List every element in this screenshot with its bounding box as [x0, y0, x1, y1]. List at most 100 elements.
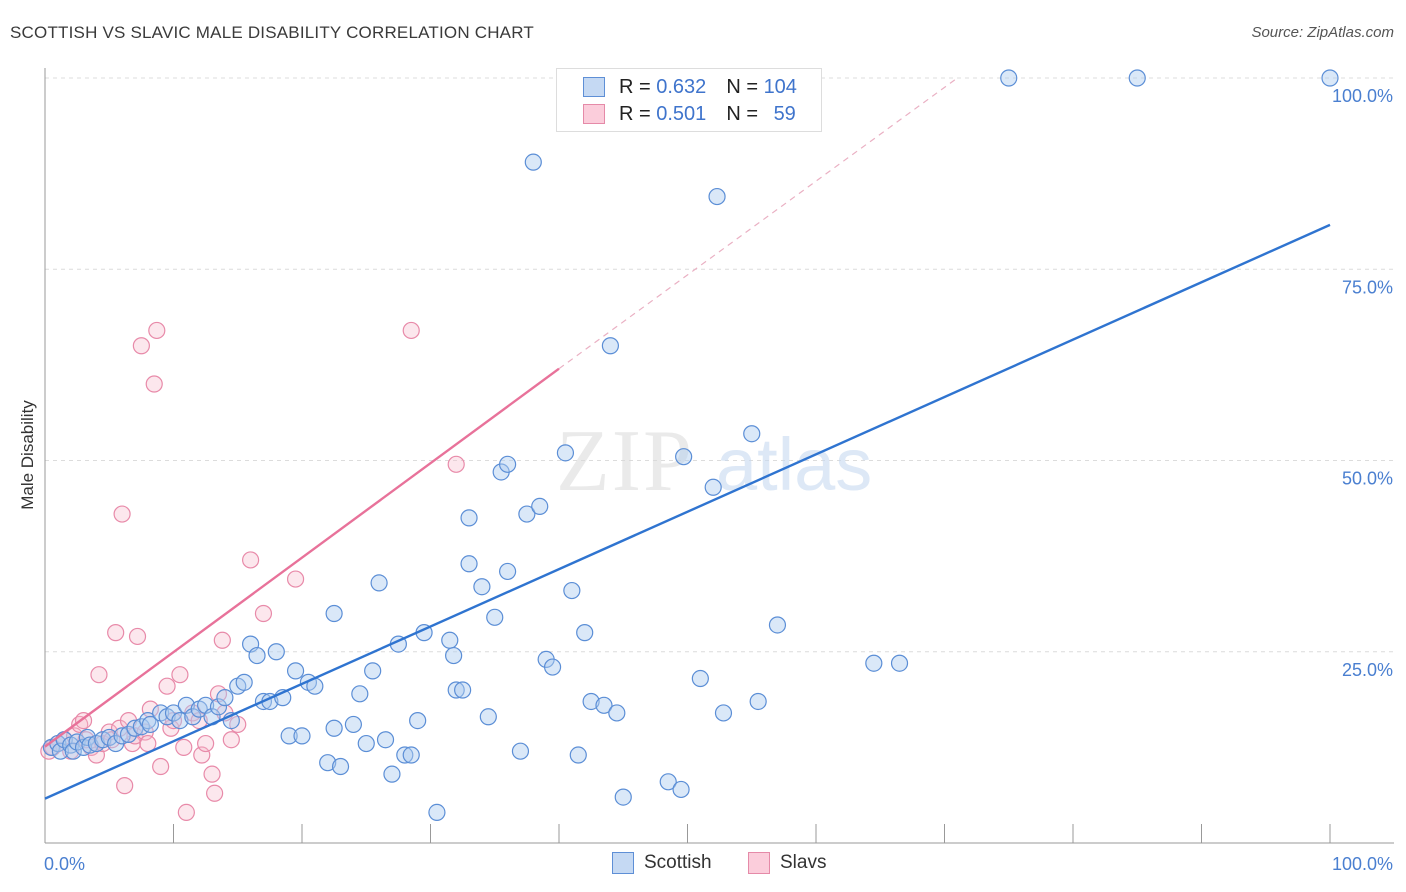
slavs-point	[148, 321, 166, 340]
slavs-point	[128, 627, 147, 646]
legend-n-label: N =	[726, 75, 758, 98]
axes	[44, 68, 1394, 844]
y-tick-label: 50.0%	[1342, 469, 1393, 489]
scottish-point	[141, 715, 159, 734]
legend-label-slavs: Slavs	[780, 852, 827, 873]
scottish-point	[708, 187, 726, 206]
slavs-point	[158, 677, 176, 695]
scottish-point	[402, 746, 420, 764]
scottish-point	[890, 654, 909, 672]
scottish-point	[460, 509, 478, 527]
legend-n-value-slavs: 59	[773, 102, 796, 125]
scottish-point	[81, 736, 99, 754]
legend-swatch-scottish	[583, 77, 605, 97]
scottish-point	[675, 448, 693, 466]
scottish-point	[499, 455, 517, 473]
trend-lines	[44, 77, 1331, 800]
series-legend: Scottish Slavs	[0, 852, 1406, 878]
scottish-point	[364, 662, 382, 680]
tick-labels: 25.0% 50.0% 75.0% 100.0% 0.0% 100.0%	[44, 86, 1393, 874]
slavs-point	[242, 551, 260, 569]
scottish-point	[479, 708, 497, 726]
scottish-point	[556, 444, 575, 462]
scottish-point	[209, 698, 228, 716]
legend-n-label: N =	[726, 102, 758, 125]
slavs-point	[177, 803, 195, 822]
source-label: Source: ZipAtlas.com	[1251, 24, 1394, 41]
legend-r-value-slavs: 0.501	[656, 102, 707, 125]
legend-item-scottish[interactable]: Scottish	[612, 852, 712, 874]
slavs-points	[40, 321, 465, 822]
legend-r-label: R =	[619, 102, 651, 125]
scottish-point	[396, 746, 414, 764]
scottish-point	[325, 604, 343, 623]
scottish-point	[319, 754, 337, 772]
scottish-point	[531, 497, 549, 515]
scottish-point	[582, 692, 600, 711]
scottish-point	[325, 719, 343, 737]
scottish-point	[171, 711, 189, 730]
legend-swatch-slavs	[748, 852, 770, 874]
scottish-point	[569, 746, 587, 764]
scottish-point	[511, 742, 530, 760]
slavs-point	[222, 731, 240, 749]
legend-row-scottish: R = 0.632 N = 104	[583, 75, 797, 99]
correlation-legend: R = 0.632 N = 104 R = 0.501 N = 59	[556, 68, 822, 132]
scottish-point	[344, 715, 362, 734]
slavs-point	[107, 624, 125, 642]
y-tick-label: 25.0%	[1342, 660, 1393, 680]
scottish-point	[119, 725, 138, 743]
scottish-point	[216, 689, 234, 707]
scottish-point	[351, 685, 369, 703]
legend-row-slavs: R = 0.501 N = 59	[583, 102, 796, 126]
scottish-point	[409, 711, 427, 730]
scottish-point	[576, 624, 594, 642]
slavs-point	[90, 666, 108, 684]
scottish-points	[42, 69, 1339, 822]
x-tick-label: 100.0%	[1332, 854, 1393, 874]
y-tick-label: 75.0%	[1342, 277, 1393, 297]
slavs-point	[145, 375, 163, 393]
scottish-point	[454, 681, 472, 699]
scottish-point	[441, 631, 459, 649]
scottish-point	[428, 803, 446, 822]
y-tick-label: 100.0%	[1332, 86, 1393, 106]
slavs-point	[213, 631, 231, 649]
slavs-point	[171, 666, 189, 684]
scottish-point	[267, 643, 285, 661]
slavs-point	[175, 738, 193, 756]
scottish-point	[331, 757, 350, 776]
slavs-point	[132, 337, 150, 355]
scottish-point	[524, 153, 542, 171]
scottish-point	[865, 654, 883, 672]
scottish-point	[286, 662, 305, 680]
scottish-point	[447, 681, 465, 699]
scottish-point	[460, 555, 478, 573]
slavs-point	[113, 505, 131, 523]
scottish-point	[235, 673, 253, 691]
scottish-point	[704, 478, 722, 496]
legend-label-scottish: Scottish	[644, 852, 712, 873]
scottish-point	[543, 658, 562, 676]
scottish-point	[714, 704, 733, 722]
slavs-point	[447, 455, 465, 473]
slavs-trend-line	[44, 367, 560, 748]
legend-item-slavs[interactable]: Slavs	[748, 852, 826, 874]
scottish-point	[1128, 69, 1146, 87]
scottish-point	[370, 574, 388, 592]
slavs-point	[203, 765, 221, 783]
scottish-point	[595, 696, 613, 714]
scottish-point	[1321, 69, 1339, 87]
scottish-point	[518, 505, 536, 523]
scottish-point	[1000, 69, 1018, 87]
scottish-point	[499, 562, 517, 581]
scottish-point	[614, 788, 632, 806]
scottish-point	[486, 608, 504, 626]
slavs-point	[116, 777, 134, 795]
slavs-point	[402, 321, 420, 340]
legend-swatch-scottish	[612, 852, 634, 874]
scottish-point	[293, 727, 311, 745]
watermark-zipatlas: ZIP atlas	[556, 413, 872, 510]
scottish-point	[280, 727, 298, 745]
scottish-point	[248, 646, 266, 665]
